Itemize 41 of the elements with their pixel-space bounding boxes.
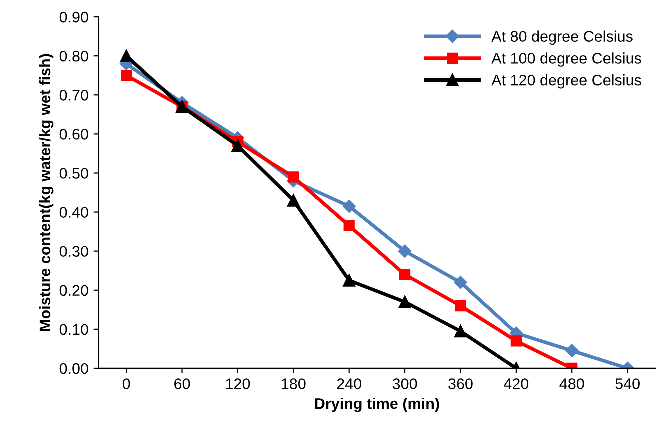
point <box>510 336 522 347</box>
point <box>455 300 466 312</box>
y-tick-label: 0.40 <box>60 207 88 218</box>
y-axis-title: Moisture content(kg water/kg wet fish) <box>39 54 54 331</box>
x-tick-label: 240 <box>337 378 362 390</box>
y-tick-label: 0.00 <box>60 363 88 374</box>
x-tick-label: 420 <box>504 378 529 390</box>
point <box>121 70 132 82</box>
y-tick-label: 0.30 <box>60 246 88 258</box>
y-tick-label: 0.50 <box>60 168 88 179</box>
y-tick-label: 0.60 <box>60 129 88 140</box>
point <box>344 220 355 232</box>
y-tick-label: 0.80 <box>60 50 88 62</box>
x-tick-label: 60 <box>174 378 190 390</box>
x-tick-label: 540 <box>616 378 640 390</box>
legend-label: At 100 degree Celsius <box>492 52 642 67</box>
point <box>399 269 411 280</box>
point <box>288 172 300 183</box>
point <box>566 344 579 358</box>
legend-label: At 120 degree Celsius <box>492 74 642 89</box>
point <box>454 276 468 290</box>
x-tick-label: 480 <box>560 378 584 390</box>
y-tick-label: 0.10 <box>60 324 88 336</box>
point <box>342 200 356 214</box>
point <box>120 50 133 62</box>
point <box>398 296 412 308</box>
point <box>343 274 356 287</box>
point <box>454 325 467 338</box>
point <box>398 244 412 258</box>
y-tick-label: 0.20 <box>60 285 88 296</box>
legend-label: At 80 degree Celsius <box>492 30 633 46</box>
x-tick-label: 360 <box>448 378 473 390</box>
y-tick-label: 0.90 <box>60 12 88 23</box>
point <box>287 194 300 207</box>
x-tick-label: 300 <box>392 378 418 390</box>
x-tick-label: 180 <box>282 378 306 390</box>
point <box>232 140 244 152</box>
x-tick-label: 0 <box>122 378 130 390</box>
x-axis-title: Drying time (min) <box>315 398 440 412</box>
x-tick-label: 120 <box>226 378 250 390</box>
y-tick-label: 0.70 <box>60 90 88 101</box>
